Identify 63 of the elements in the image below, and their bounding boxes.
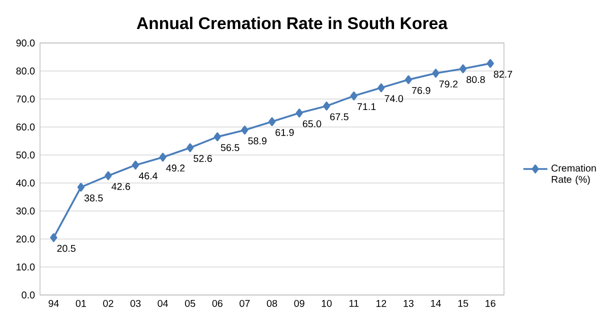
y-tick-label: 80.0 — [16, 68, 35, 74]
x-tick-label: 03 — [130, 300, 141, 307]
x-tick-label: 06 — [212, 300, 222, 307]
data-label: 65.0 — [302, 120, 322, 128]
point — [159, 152, 166, 162]
point — [241, 126, 248, 135]
data-label: 52.6 — [194, 155, 212, 162]
data-label: 67.5 — [330, 113, 348, 120]
x-tick-label: 01 — [76, 300, 86, 307]
x-tick-label: 10 — [322, 300, 332, 307]
x-tick-label: 16 — [486, 300, 496, 307]
x-tick-label: 11 — [350, 300, 358, 307]
data-label: 82.7 — [494, 70, 512, 78]
data-label: 61.9 — [276, 129, 294, 136]
point — [460, 64, 467, 74]
x-tick-label: 94 — [48, 300, 59, 307]
point — [404, 75, 412, 84]
x-tick-label: 05 — [185, 300, 196, 307]
y-tick-label: 0.0 — [22, 292, 35, 298]
y-tick-label: 50.0 — [16, 152, 35, 158]
x-tick-label: 02 — [103, 300, 114, 307]
point — [50, 233, 58, 242]
data-label: 74.0 — [384, 95, 404, 102]
x-tick-label: 08 — [266, 300, 278, 307]
x-tick-label: 09 — [294, 300, 304, 307]
point — [378, 83, 385, 92]
legend-label: Cremation Rate (%) — [552, 164, 596, 185]
y-tick-label: 60.0 — [16, 124, 35, 130]
data-label: 71.1 — [357, 103, 376, 110]
chart-title: Annual Cremation Rate in South Korea — [136, 16, 448, 30]
point — [350, 91, 358, 100]
y-tick-label: 30.0 — [16, 208, 35, 214]
x-tick-label: 13 — [404, 300, 414, 307]
point — [268, 117, 276, 126]
data-label: 76.9 — [412, 87, 430, 94]
x-tick-label: 07 — [240, 300, 250, 307]
x-tick-label: 14 — [431, 300, 441, 307]
data-label: 20.5 — [57, 244, 76, 252]
y-tick-label: 20.0 — [16, 236, 35, 242]
point — [132, 160, 140, 170]
y-tick-label: 40.0 — [16, 180, 35, 186]
data-label: 80.8 — [466, 76, 485, 84]
point — [296, 108, 303, 118]
point — [323, 102, 330, 110]
point — [214, 132, 221, 142]
data-label: 58.9 — [248, 137, 266, 144]
data-label: 49.2 — [166, 164, 185, 172]
point — [104, 171, 112, 180]
point — [432, 68, 440, 78]
data-label: 56.5 — [220, 144, 240, 152]
x-tick-label: 15 — [458, 300, 468, 307]
x-tick-label: 04 — [158, 300, 168, 307]
data-label: 42.6 — [112, 183, 130, 190]
point — [77, 182, 84, 192]
x-tick-label: 12 — [376, 300, 386, 307]
data-label: 79.2 — [439, 80, 458, 88]
point — [186, 143, 194, 152]
y-tick-label: 10.0 — [16, 264, 35, 270]
y-tick-label: 70.0 — [16, 96, 35, 102]
point — [486, 59, 494, 68]
data-label: 46.4 — [138, 172, 158, 180]
data-label: 38.5 — [84, 194, 103, 202]
y-tick-label: 90.0 — [16, 40, 35, 46]
